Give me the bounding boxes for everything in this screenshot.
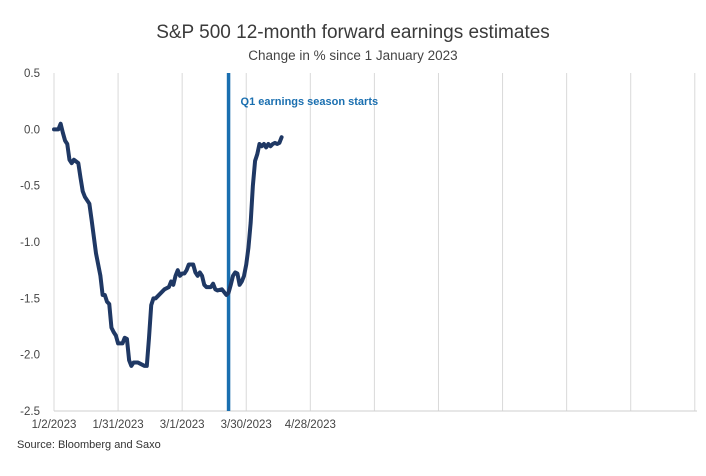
y-axis: 0.5 0.0 -0.5 -1.0 -1.5 -2.0 -2.5 [20,68,40,418]
grid-lines [53,73,696,411]
x-axis: 1/2/2023 1/31/2023 3/1/2023 3/30/2023 4/28/2… [32,410,697,431]
y-tick-label: -1.5 [20,293,40,305]
chart-title: S&P 500 12-month forward earnings estima… [156,22,550,43]
x-tick-label: 1/2/2023 [32,419,77,431]
x-tick-label: 3/1/2023 [160,419,205,431]
y-tick-label: -0.5 [20,181,40,193]
source-note: Source: Bloomberg and Saxo [17,439,161,451]
x-tick-label: 3/30/2023 [221,419,272,431]
y-tick-label: -2.0 [20,350,40,362]
y-tick-label: -1.0 [20,237,40,249]
series-layer [52,121,284,368]
y-tick-label: -2.5 [20,406,40,418]
annotation-layer: Q1 earnings season starts [226,73,379,411]
y-tick-label: 0.0 [24,124,40,136]
annotation-label: Q1 earnings season starts [241,96,379,108]
x-tick-label: 4/28/2023 [285,419,336,431]
series-line [52,121,284,368]
y-tick-label: 0.5 [24,68,40,80]
x-tick-label: 1/31/2023 [92,419,143,431]
chart-subtitle: Change in % since 1 January 2023 [248,48,458,63]
